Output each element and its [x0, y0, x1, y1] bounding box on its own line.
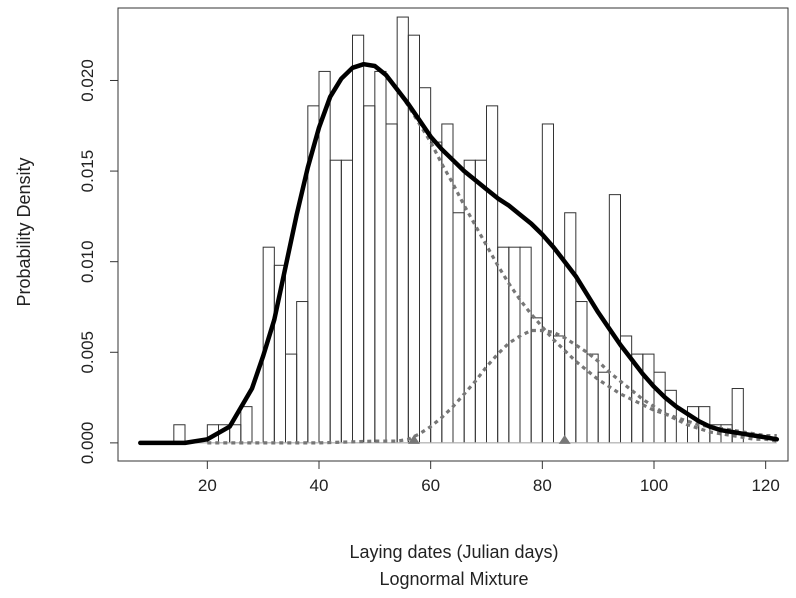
component-mean-marker — [558, 434, 571, 444]
y-axis-title: Probability Density — [14, 157, 34, 306]
histogram-bar — [530, 317, 543, 444]
x-tick-label: 60 — [421, 476, 440, 495]
x-tick-label: 80 — [533, 476, 552, 495]
histogram-bar — [374, 70, 387, 444]
histogram-bar — [329, 159, 342, 444]
mixture-curve-group — [138, 61, 780, 446]
histogram-bar — [396, 16, 409, 444]
histogram-bar — [519, 246, 532, 444]
histogram-bar — [564, 212, 577, 444]
y-tick-label: 0.000 — [78, 422, 97, 465]
histogram-bar — [407, 34, 421, 444]
histogram-bar — [285, 353, 298, 444]
histogram-bar — [642, 353, 655, 444]
x-axis: 20 40 60 80 100 120 — [198, 460, 780, 495]
histogram-bar — [173, 424, 186, 444]
histogram-bar — [296, 301, 309, 444]
histogram-bar — [508, 246, 521, 444]
histogram-bar — [586, 353, 599, 444]
histogram-bar — [385, 123, 398, 444]
histogram-bar — [474, 159, 488, 444]
histogram-bar — [240, 406, 253, 444]
component-curves — [206, 62, 778, 445]
histogram-bar — [541, 123, 554, 444]
mixture-curve — [138, 61, 780, 446]
histogram-bar — [653, 371, 666, 444]
component-mean-marker — [407, 434, 420, 444]
histogram-bar — [430, 141, 443, 444]
histogram-bar — [452, 212, 465, 444]
histogram-bar — [419, 87, 432, 444]
y-tick-label: 0.020 — [78, 59, 97, 102]
histogram-bar — [363, 105, 376, 444]
x-tick-label: 100 — [640, 476, 668, 495]
x-tick-label: 20 — [198, 476, 217, 495]
histogram-bar — [463, 159, 476, 444]
histogram-bar — [486, 105, 499, 444]
y-axis: 0.000 0.005 0.010 0.015 0.020 — [78, 59, 118, 464]
x-tick-label: 40 — [310, 476, 329, 495]
component-markers — [407, 434, 571, 444]
histogram-bar — [352, 34, 365, 444]
y-tick-label: 0.005 — [78, 331, 97, 374]
y-tick-label: 0.010 — [78, 240, 97, 283]
component-1-curve — [206, 62, 777, 441]
histogram-bar — [553, 335, 566, 444]
x-axis-title: Laying dates (Julian days) — [349, 542, 558, 562]
histogram-bar — [608, 194, 621, 444]
component-2-curve — [207, 328, 778, 445]
histogram-bar — [340, 159, 354, 444]
y-tick-label: 0.015 — [78, 150, 97, 193]
x-tick-label: 120 — [751, 476, 779, 495]
histogram — [173, 16, 744, 444]
x-axis-subtitle: Lognormal Mixture — [379, 569, 528, 589]
histogram-bar — [575, 301, 588, 444]
